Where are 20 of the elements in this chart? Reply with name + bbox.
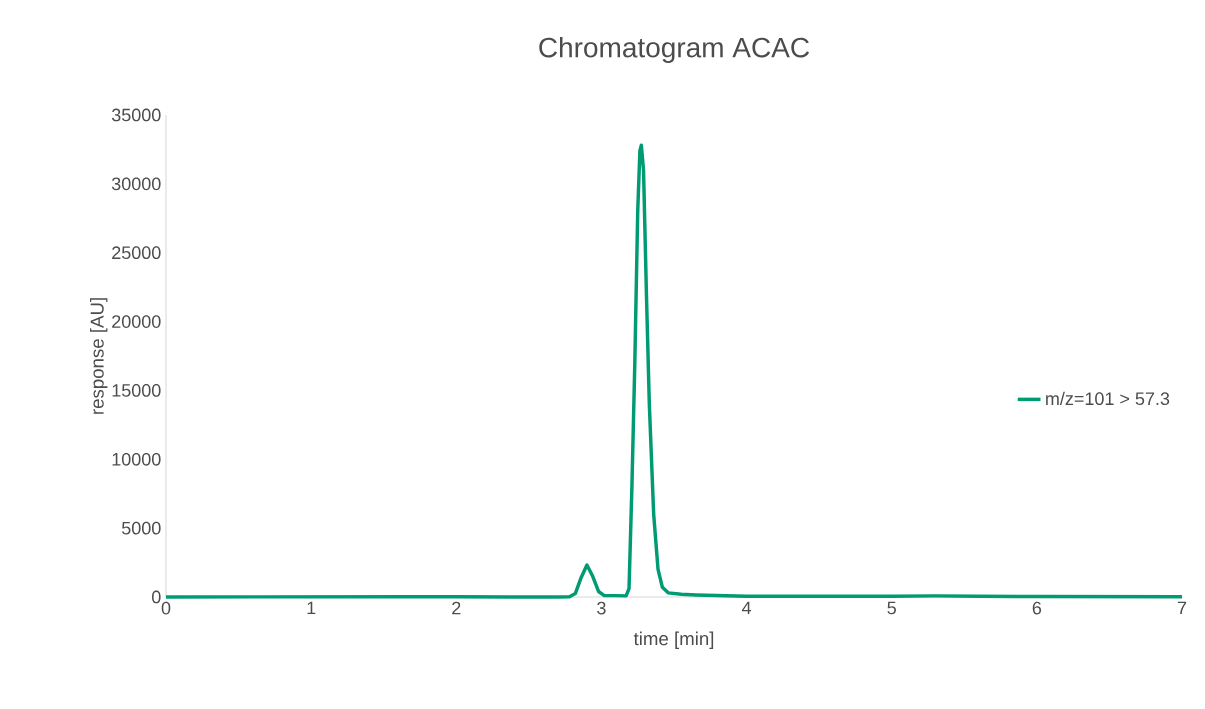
y-tick-label: 20000 xyxy=(112,315,161,328)
x-tick-label: 1 xyxy=(307,601,316,615)
y-tick-label: 0 xyxy=(152,590,161,604)
y-tick-label: 30000 xyxy=(111,177,161,191)
x-tick-label: 5 xyxy=(887,601,896,615)
y-tick-label: 5000 xyxy=(121,521,161,535)
x-tick-label: 6 xyxy=(1032,601,1042,615)
y-tick-label: 25000 xyxy=(112,246,161,260)
x-tick-label: 7 xyxy=(1177,601,1187,615)
x-axis-title: time [min] xyxy=(633,631,714,649)
x-tick-label: 0 xyxy=(161,601,171,615)
y-tick-label: 15000 xyxy=(112,384,161,397)
x-tick-label: 4 xyxy=(741,601,752,615)
y-axis-title: response [AU] xyxy=(90,298,108,414)
x-tick-label: 3 xyxy=(597,601,606,615)
y-tick-label: 35000 xyxy=(111,108,161,122)
y-tick-label: 10000 xyxy=(112,452,161,466)
chart-title: Chromatogram ACAC xyxy=(539,36,810,64)
x-tick-label: 2 xyxy=(452,601,461,615)
legend-label: m/z=101 > 57.3 xyxy=(1046,391,1170,406)
